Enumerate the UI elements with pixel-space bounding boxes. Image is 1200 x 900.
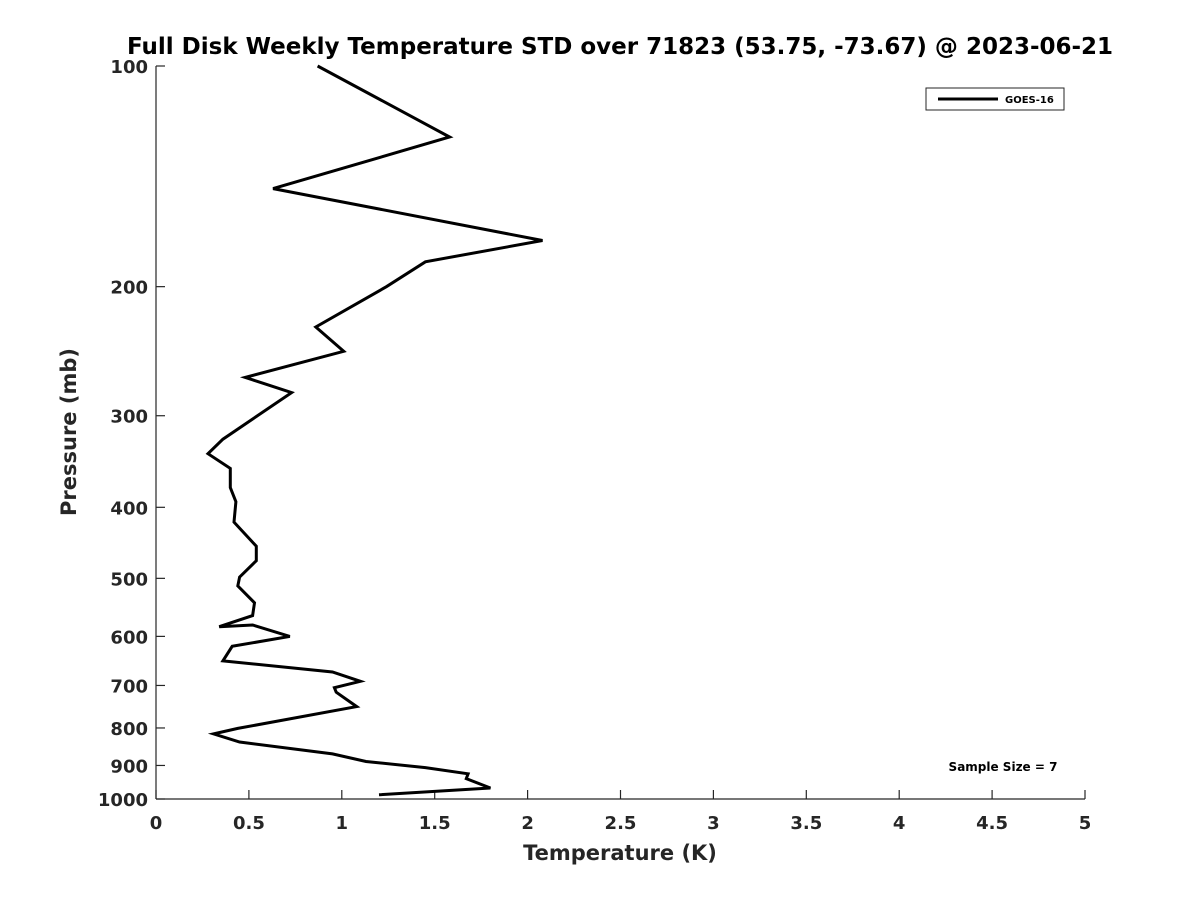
x-tick-label: 0 [150, 813, 163, 834]
x-tick-label: 0.5 [233, 813, 265, 834]
x-tick-label: 1.5 [419, 813, 451, 834]
legend-label-goes-16: GOES-16 [1005, 95, 1054, 106]
x-tick-label: 5 [1079, 813, 1092, 834]
x-axis-label: Temperature (K) [523, 841, 717, 865]
x-tick-label: 1 [336, 813, 349, 834]
y-axis-label: Pressure (mb) [57, 348, 81, 516]
sample-size-annotation: Sample Size = 7 [949, 760, 1058, 774]
legend: GOES-16 [925, 87, 1065, 111]
y-tick-label: 900 [110, 756, 148, 777]
x-axis-ticks: 0 0.5 1 1.5 2 2.5 3 3.5 4 4.5 5 [150, 790, 1092, 834]
y-tick-label: 300 [110, 407, 148, 428]
x-tick-label: 4.5 [976, 813, 1008, 834]
y-axis-ticks: 100 200 300 400 500 600 700 800 900 1000 [98, 57, 165, 811]
plot-area: 0 0.5 1 1.5 2 2.5 3 3.5 4 4.5 5 100 200 300 400 500 600… [98, 57, 1091, 834]
y-tick-label: 500 [110, 569, 148, 590]
x-tick-label: 2 [521, 813, 534, 834]
y-tick-label: 200 [110, 278, 148, 299]
x-tick-label: 2.5 [605, 813, 637, 834]
x-tick-label: 4 [893, 813, 906, 834]
y-tick-label: 1000 [98, 790, 148, 811]
y-tick-label: 700 [110, 676, 148, 697]
x-tick-label: 3 [707, 813, 720, 834]
x-tick-label: 3.5 [790, 813, 822, 834]
y-tick-label: 800 [110, 719, 148, 740]
y-tick-label: 400 [110, 498, 148, 519]
chart-title: Full Disk Weekly Temperature STD over 71… [127, 34, 1113, 60]
y-tick-label: 100 [110, 57, 148, 78]
y-tick-label: 600 [110, 627, 148, 648]
series-line-goes-16 [205, 64, 543, 797]
